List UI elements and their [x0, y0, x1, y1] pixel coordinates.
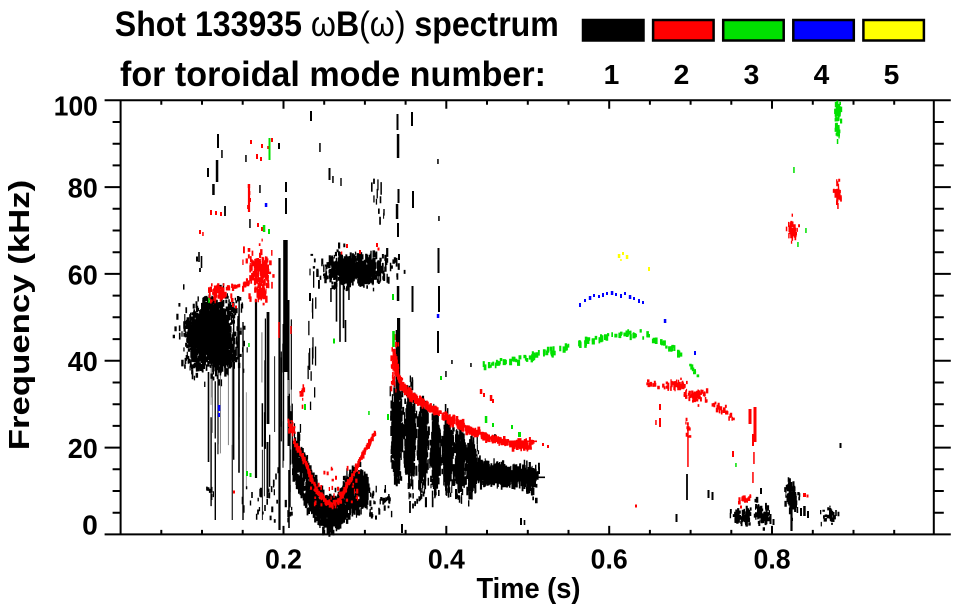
- svg-text:100: 100: [54, 89, 98, 121]
- svg-text:60: 60: [68, 258, 98, 290]
- svg-text:40: 40: [68, 345, 98, 377]
- svg-text:0.4: 0.4: [428, 543, 465, 575]
- svg-text:Frequency (kHz): Frequency (kHz): [4, 180, 36, 451]
- svg-text:80: 80: [68, 172, 98, 204]
- svg-text:1: 1: [604, 58, 620, 90]
- svg-text:20: 20: [68, 432, 98, 464]
- svg-text:5: 5: [884, 58, 900, 90]
- svg-text:3: 3: [744, 58, 760, 90]
- svg-text:for toroidal mode number:: for toroidal mode number:: [120, 55, 546, 94]
- svg-text:0.6: 0.6: [591, 543, 628, 575]
- svg-text:0.2: 0.2: [265, 543, 302, 575]
- svg-text:Shot 133935 ωB(ω) spectrum: Shot 133935 ωB(ω) spectrum: [115, 5, 559, 44]
- svg-text:0: 0: [82, 509, 98, 541]
- svg-text:2: 2: [674, 58, 690, 90]
- svg-text:Time (s): Time (s): [477, 573, 581, 605]
- svg-text:0.8: 0.8: [754, 543, 791, 575]
- svg-text:4: 4: [814, 58, 830, 90]
